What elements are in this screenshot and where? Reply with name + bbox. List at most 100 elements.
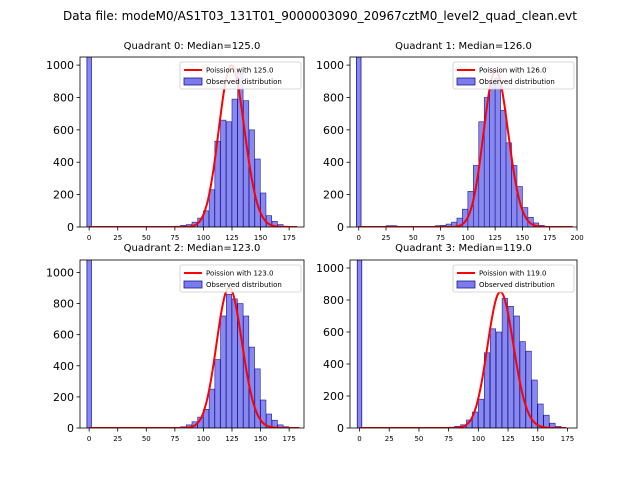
poisson-curve	[89, 286, 300, 428]
legend-label-poisson: Poission with 119.0	[479, 270, 547, 278]
x-tick-label: 75	[170, 234, 179, 242]
histogram-bar	[494, 77, 501, 227]
y-tick-label: 400	[53, 360, 74, 373]
histogram-bar	[203, 210, 210, 227]
x-tick-label: 75	[170, 435, 179, 443]
x-tick-label: 125	[501, 435, 514, 443]
y-tick-label: 600	[323, 326, 344, 339]
legend-box	[452, 61, 575, 90]
histogram-bar	[537, 403, 544, 428]
x-tick-label: 200	[570, 234, 583, 242]
y-tick-label: 800	[53, 91, 74, 104]
x-tick-label: 175	[282, 435, 295, 443]
quadrant-2-chart: Quadrant 2: Median=123.0 0 200 400 600 800 100…	[46, 243, 305, 443]
histogram-bar	[489, 328, 497, 428]
legend-label-observed: Observed distribution	[479, 281, 555, 289]
x-tick-label: 50	[142, 234, 151, 242]
x-tick-label: 125	[488, 234, 501, 242]
histogram-bar	[543, 414, 550, 428]
x-tick-label: 0	[357, 435, 361, 443]
legend: Poission with 123.0 Observed distribution	[179, 264, 302, 293]
histogram-bar	[501, 298, 508, 428]
histogram-bar	[214, 359, 221, 428]
x-tick-label: 50	[409, 234, 418, 242]
y-tick-label: 1000	[46, 59, 74, 72]
y-tick-label: 1000	[46, 266, 74, 279]
histogram-bar	[495, 331, 502, 428]
histogram-bar	[243, 100, 250, 227]
legend-label-observed: Observed distribution	[206, 78, 282, 86]
x-tick-label: 150	[516, 234, 529, 242]
quadrant-1-title: Quadrant 1: Median=126.0	[395, 41, 532, 52]
plot-frame	[79, 259, 305, 429]
plot-frame	[349, 56, 578, 228]
legend-label-poisson: Poission with 123.0	[206, 270, 274, 278]
quadrant-0-chart: Quadrant 0: Median=125.0 0 200 400 600 800 100…	[46, 41, 305, 242]
quadrant-1-chart: Quadrant 1: Median=126.0 0 200 400 600 800 100…	[316, 41, 584, 242]
x-tick-label: 100	[461, 234, 474, 242]
histogram-bar	[489, 84, 496, 227]
x-tick-label: 0	[87, 234, 91, 242]
poisson-curve	[359, 290, 567, 428]
y-tick-label: 800	[323, 91, 344, 104]
histogram-bar	[271, 419, 278, 428]
legend-bar-swatch	[456, 77, 476, 86]
legend: Poission with 119.0 Observed distribution	[452, 264, 575, 293]
y-tick-label: 200	[53, 391, 74, 404]
x-tick-label: 0	[87, 435, 91, 443]
y-tick-label: 0	[67, 422, 74, 435]
y-tick-label: 800	[53, 298, 74, 311]
histogram-bar	[220, 119, 227, 227]
histogram-bar	[265, 413, 272, 428]
x-tick-label: 150	[531, 435, 544, 443]
histogram-bar	[203, 409, 210, 428]
quadrant-3-chart: Quadrant 3: Median=119.0 0 200 400 600 800 100…	[316, 243, 578, 443]
histogram-bar	[220, 315, 227, 428]
x-tick-label: 50	[142, 435, 151, 443]
x-tick-label: 150	[254, 435, 267, 443]
plot-frame	[79, 56, 305, 228]
legend-box	[179, 264, 302, 293]
histogram-bar-zero	[356, 260, 363, 428]
y-tick-label: 200	[323, 189, 344, 202]
legend-bar-swatch	[456, 280, 476, 289]
x-tick-label: 25	[382, 234, 391, 242]
x-tick-label: 25	[113, 234, 122, 242]
legend-label-poisson: Poission with 125.0	[206, 67, 274, 75]
y-tick-label: 200	[53, 189, 74, 202]
legend-box	[452, 264, 575, 293]
histogram-bar-zero	[86, 260, 92, 428]
figure-title: Data file: modeM0/AS1T03_131T01_90000030…	[63, 9, 577, 23]
histogram-bar	[225, 121, 232, 227]
y-tick-label: 1000	[316, 262, 344, 275]
poisson-curve	[358, 69, 573, 227]
histogram-bar	[500, 110, 507, 227]
histogram-bar	[525, 350, 532, 428]
histogram-bar	[208, 388, 215, 428]
legend: Poission with 126.0 Observed distribution	[452, 61, 575, 90]
y-tick-label: 600	[323, 124, 344, 137]
poisson-curve	[89, 64, 298, 227]
histogram-bar	[254, 158, 261, 227]
x-tick-label: 75	[444, 435, 453, 443]
y-tick-label: 0	[337, 422, 344, 435]
x-tick-label: 125	[225, 435, 238, 443]
x-tick-label: 175	[282, 234, 295, 242]
quadrant-3-title: Quadrant 3: Median=119.0	[395, 243, 532, 254]
x-tick-label: 25	[113, 435, 122, 443]
y-tick-label: 600	[53, 124, 74, 137]
y-tick-label: 600	[53, 329, 74, 342]
histogram-bar	[531, 379, 538, 428]
histogram-bar	[225, 293, 232, 428]
y-tick-label: 800	[323, 294, 344, 307]
histogram-bar	[231, 98, 238, 227]
quadrant-2-title: Quadrant 2: Median=123.0	[124, 243, 261, 254]
histogram-bar	[549, 422, 556, 428]
legend: Poission with 125.0 Observed distribution	[179, 61, 302, 90]
x-tick-label: 175	[543, 234, 556, 242]
x-tick-label: 100	[197, 435, 210, 443]
x-tick-label: 100	[472, 435, 485, 443]
y-tick-label: 400	[323, 156, 344, 169]
y-tick-label: 0	[67, 221, 74, 234]
